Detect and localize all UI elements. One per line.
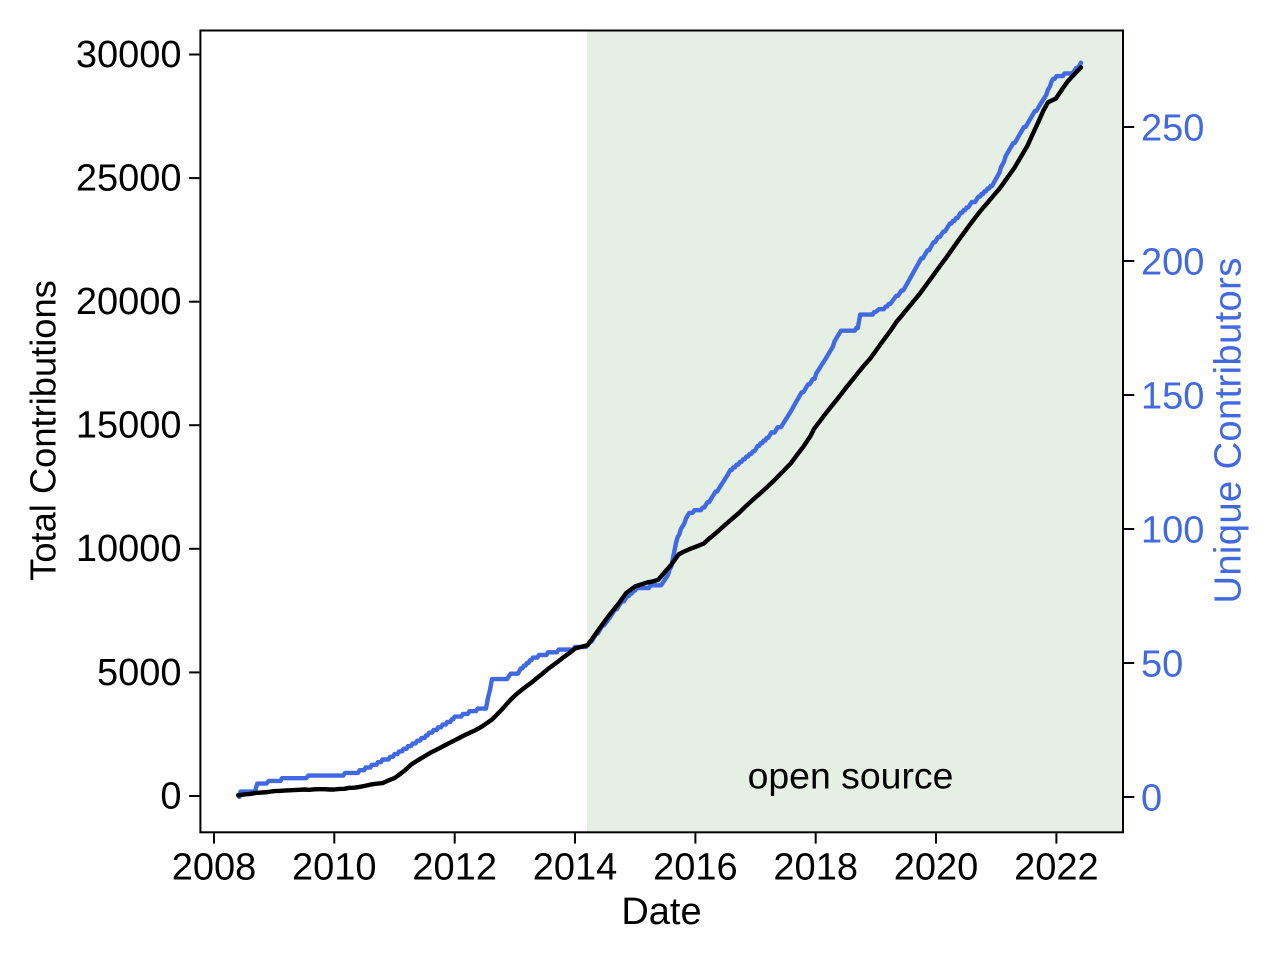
svg-text:2010: 2010 xyxy=(292,847,377,889)
svg-text:Total Contributions: Total Contributions xyxy=(23,280,64,581)
svg-text:15000: 15000 xyxy=(76,405,182,447)
svg-text:Date: Date xyxy=(621,891,701,933)
svg-text:20000: 20000 xyxy=(76,281,182,323)
svg-text:0: 0 xyxy=(160,775,181,817)
svg-text:25000: 25000 xyxy=(76,158,182,200)
svg-text:2018: 2018 xyxy=(773,847,858,889)
svg-text:2014: 2014 xyxy=(533,847,618,889)
svg-text:2020: 2020 xyxy=(894,847,979,889)
svg-text:0: 0 xyxy=(1141,778,1162,820)
svg-text:Unique Contributors: Unique Contributors xyxy=(1207,257,1250,603)
svg-text:50: 50 xyxy=(1141,644,1183,686)
svg-text:2008: 2008 xyxy=(172,847,257,889)
svg-text:open source: open source xyxy=(748,755,954,797)
svg-text:5000: 5000 xyxy=(97,652,182,694)
svg-text:200: 200 xyxy=(1141,242,1204,284)
svg-text:2016: 2016 xyxy=(653,847,738,889)
svg-text:2022: 2022 xyxy=(1014,847,1099,889)
svg-text:150: 150 xyxy=(1141,376,1204,418)
svg-text:10000: 10000 xyxy=(76,528,182,570)
svg-text:30000: 30000 xyxy=(76,34,182,76)
svg-text:250: 250 xyxy=(1141,108,1204,150)
svg-text:2012: 2012 xyxy=(412,847,497,889)
svg-text:100: 100 xyxy=(1141,510,1204,552)
